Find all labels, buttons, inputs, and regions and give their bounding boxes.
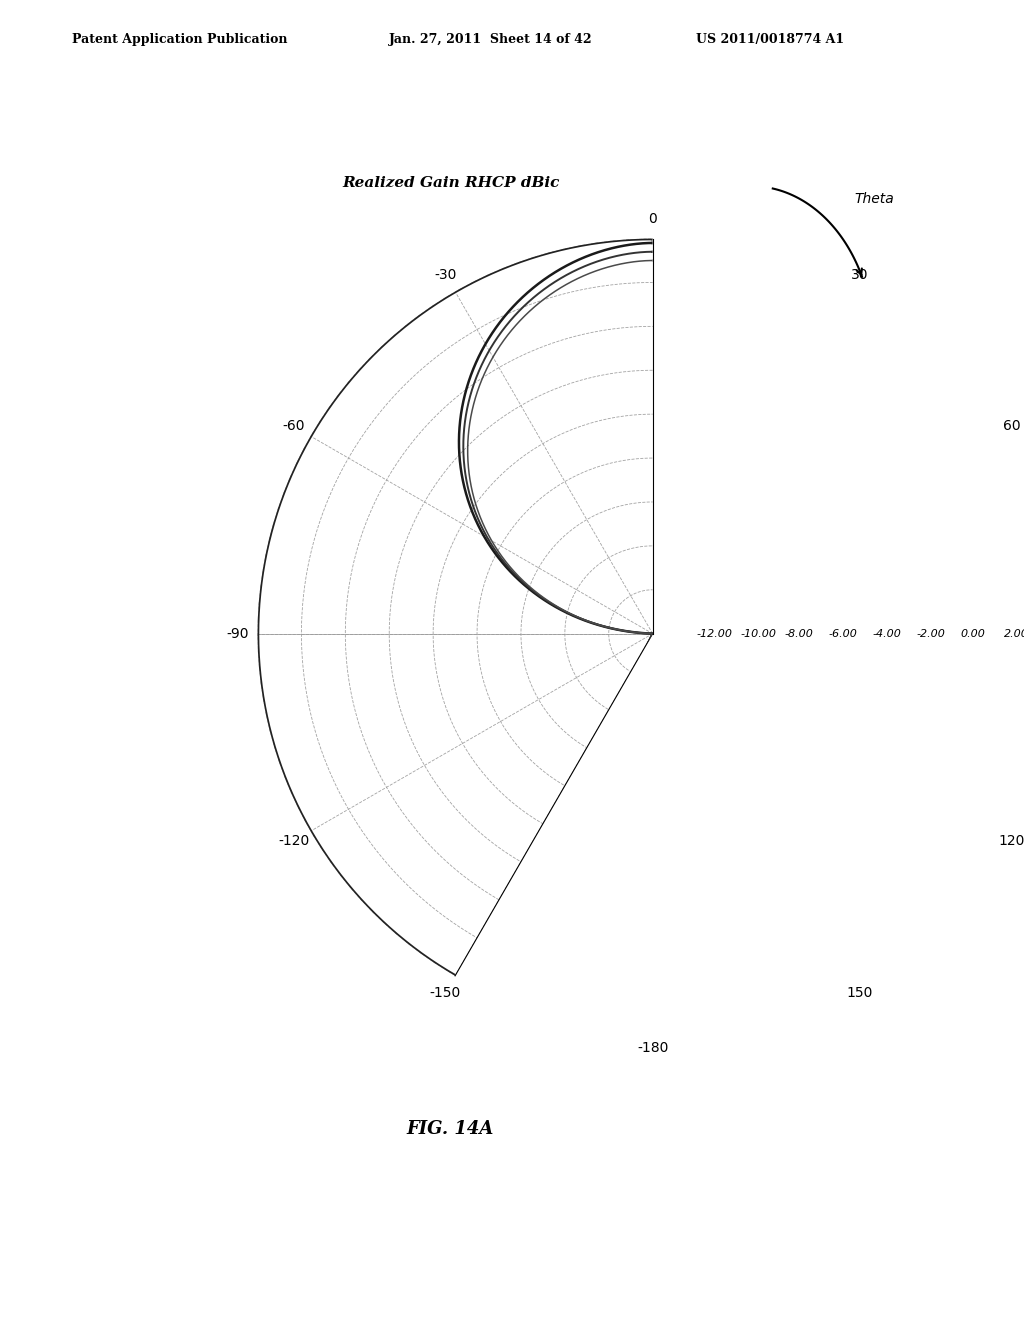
Text: FIG. 14A: FIG. 14A <box>407 1119 495 1138</box>
Text: 0.00: 0.00 <box>959 628 985 639</box>
Text: US 2011/0018774 A1: US 2011/0018774 A1 <box>696 33 845 46</box>
Text: -10.00: -10.00 <box>740 628 776 639</box>
Text: -6.00: -6.00 <box>828 628 857 639</box>
Title: Realized Gain RHCP dBic: Realized Gain RHCP dBic <box>342 176 559 190</box>
Text: Theta: Theta <box>855 191 895 206</box>
Text: 2.00: 2.00 <box>1004 628 1024 639</box>
Text: -4.00: -4.00 <box>872 628 901 639</box>
Text: -2.00: -2.00 <box>916 628 945 639</box>
Text: -12.00: -12.00 <box>696 628 732 639</box>
Text: Patent Application Publication: Patent Application Publication <box>72 33 287 46</box>
Text: Jan. 27, 2011  Sheet 14 of 42: Jan. 27, 2011 Sheet 14 of 42 <box>389 33 593 46</box>
Text: -8.00: -8.00 <box>784 628 813 639</box>
